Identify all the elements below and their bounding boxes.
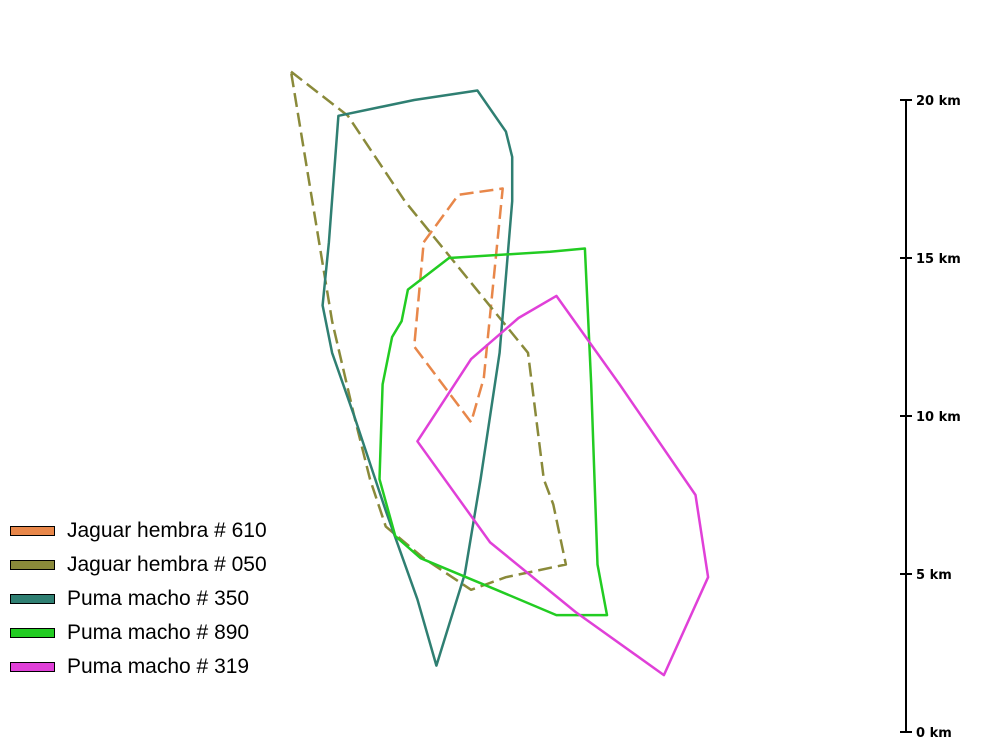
- legend-item-puma-319: Puma macho # 319: [10, 650, 340, 684]
- legend-swatch: [10, 560, 55, 570]
- legend-label: Jaguar hembra # 050: [67, 553, 267, 576]
- legend: Jaguar hembra # 610 Jaguar hembra # 050 …: [10, 514, 340, 684]
- legend-label: Puma macho # 319: [67, 655, 250, 678]
- legend-label: Puma macho # 350: [67, 587, 250, 610]
- scale-tick-label: 5 km: [916, 568, 952, 583]
- scale-tick-label: 15 km: [916, 252, 961, 267]
- legend-swatch: [10, 594, 55, 604]
- home-range-polygons: [289, 70, 710, 677]
- scale-tick-label: 10 km: [916, 410, 961, 425]
- legend-item-puma-350: Puma macho # 350: [10, 582, 340, 616]
- legend-item-puma-890: Puma macho # 890: [10, 616, 340, 650]
- home-range-polygon-1: [289, 70, 568, 592]
- legend-swatch: [10, 662, 55, 672]
- home-range-polygon-3: [378, 247, 609, 617]
- legend-label: Puma macho # 890: [67, 621, 250, 644]
- home-range-polygon-0: [412, 187, 504, 424]
- legend-label: Jaguar hembra # 610: [67, 519, 267, 542]
- legend-swatch: [10, 628, 55, 638]
- legend-swatch: [10, 526, 55, 536]
- scale-axis: 20 km 15 km 10 km 5 km 0 km: [900, 94, 961, 741]
- scale-tick-label: 0 km: [916, 726, 952, 741]
- legend-item-jaguar-050: Jaguar hembra # 050: [10, 548, 340, 582]
- scale-tick-label: 20 km: [916, 94, 961, 109]
- home-range-polygon-4: [416, 294, 710, 677]
- home-range-polygon-2: [321, 89, 514, 667]
- legend-item-jaguar-610: Jaguar hembra # 610: [10, 514, 340, 548]
